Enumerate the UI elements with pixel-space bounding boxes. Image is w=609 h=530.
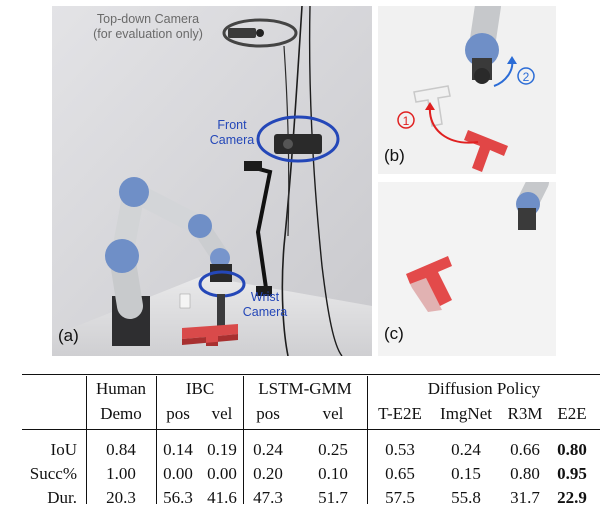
header-lstm-vel: vel <box>322 404 344 423</box>
value-cell: 51.7 <box>318 488 348 507</box>
value-cell: 0.53 <box>385 440 415 459</box>
value-cell: 0.19 <box>207 440 237 459</box>
header-diffusion-policy: Diffusion Policy <box>427 379 541 398</box>
value-cell: 0.25 <box>318 440 348 459</box>
header-lstm-gmm: LSTM-GMM <box>258 379 352 398</box>
value-cell: 57.5 <box>385 488 415 507</box>
header-r3m: R3M <box>507 404 543 423</box>
top-camera-label: Top-down Camera (for evaluation only) <box>93 12 203 41</box>
value-cell: 56.3 <box>163 488 193 507</box>
value-cell: 20.3 <box>106 488 136 507</box>
value-cell: 1.00 <box>106 464 136 483</box>
best-value-cell: 0.95 <box>557 464 587 483</box>
panel-b-label: (b) <box>384 146 405 165</box>
value-cell: 0.00 <box>207 464 237 483</box>
panel-a-label: (a) <box>58 326 79 345</box>
value-cell: 0.10 <box>318 464 348 483</box>
front-camera-label: Front Camera <box>209 118 255 147</box>
value-cell: 0.84 <box>106 440 136 459</box>
value-cell: 31.7 <box>510 488 540 507</box>
header-t-e2e: T-E2E <box>378 404 422 423</box>
header-e2e: E2E <box>557 404 587 423</box>
panel-c-label: (c) <box>384 324 404 343</box>
panel-a-photo: Top-down Camera (for evaluation only) Fr… <box>52 6 372 356</box>
panel-c-photo: (c) <box>378 182 556 356</box>
best-value-cell: 0.80 <box>557 440 587 459</box>
wrist-camera-label: Wrist Camera <box>242 290 288 319</box>
header-ibc-vel: vel <box>211 404 233 423</box>
value-cell: 0.80 <box>510 464 540 483</box>
header-ibc: IBC <box>185 379 215 398</box>
col-sep-lstm <box>367 376 368 504</box>
value-cell: 0.24 <box>451 440 481 459</box>
value-cell: 0.14 <box>163 440 193 459</box>
value-cell: 0.00 <box>163 464 193 483</box>
col-sep-ibc <box>243 376 244 504</box>
header-ibc-pos: pos <box>166 404 190 423</box>
table-top-rule <box>22 374 600 375</box>
value-cell: 0.66 <box>510 440 540 459</box>
header-human: Human <box>95 379 147 398</box>
value-cell: 0.65 <box>385 464 415 483</box>
value-cell: 41.6 <box>207 488 237 507</box>
step-1-marker: 1 <box>403 114 410 128</box>
metric-label: IoU <box>50 440 77 459</box>
col-sep-metric <box>86 376 87 504</box>
value-cell: 55.8 <box>451 488 481 507</box>
metric-label: Dur. <box>47 488 77 507</box>
value-cell: 47.3 <box>253 488 283 507</box>
table-header-rule <box>22 429 600 430</box>
panel-b-photo: 1 2 (b) <box>378 6 556 174</box>
header-lstm-pos: pos <box>256 404 280 423</box>
header-imgnet: ImgNet <box>440 404 492 423</box>
value-cell: 0.24 <box>253 440 283 459</box>
header-demo: Demo <box>100 404 142 423</box>
value-cell: 0.15 <box>451 464 481 483</box>
best-value-cell: 22.9 <box>557 488 587 507</box>
metric-label: Succ% <box>29 464 77 483</box>
col-sep-human <box>156 376 157 504</box>
value-cell: 0.20 <box>253 464 283 483</box>
step-2-marker: 2 <box>523 70 530 84</box>
